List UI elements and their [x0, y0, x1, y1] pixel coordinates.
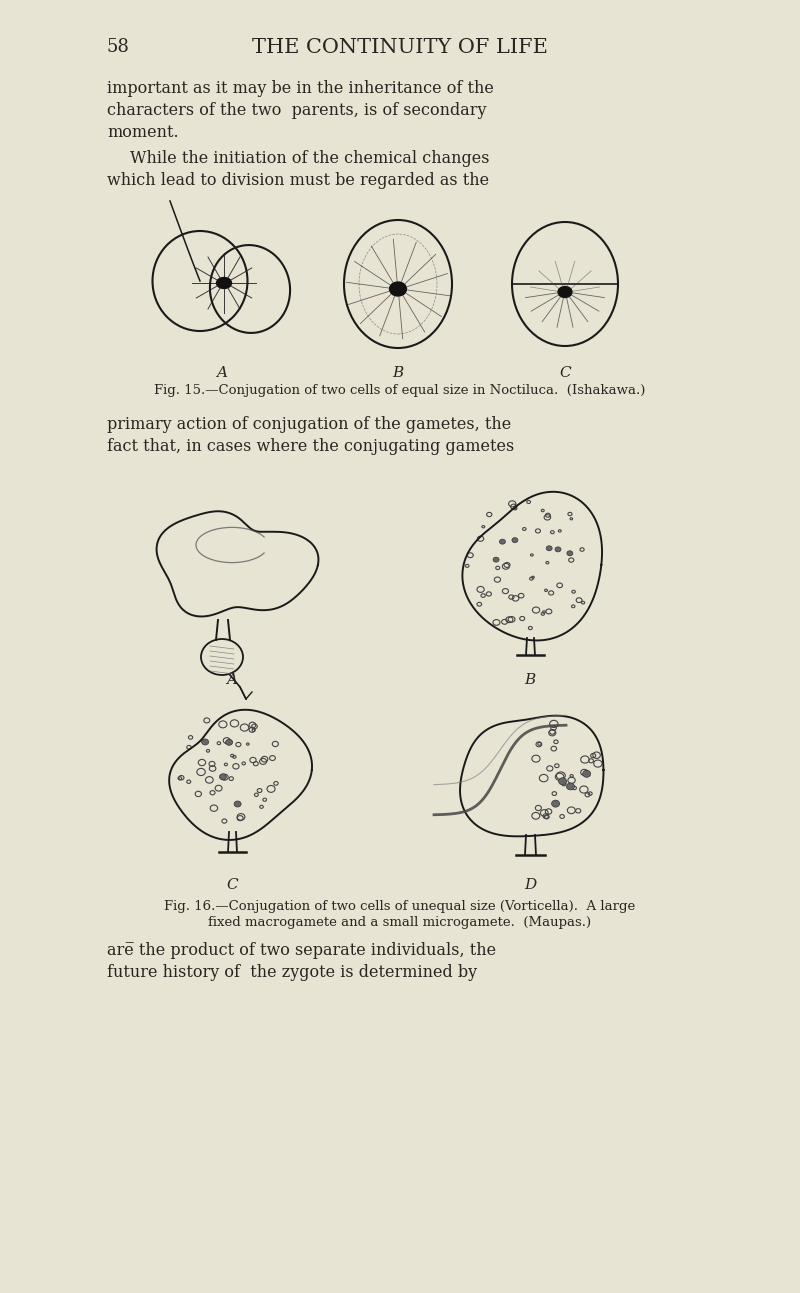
Text: important as it may be in the inheritance of the: important as it may be in the inheritanc… — [107, 80, 494, 97]
Text: moment.: moment. — [107, 124, 178, 141]
Ellipse shape — [566, 782, 574, 790]
Text: A: A — [226, 672, 238, 687]
Text: B: B — [392, 366, 404, 380]
Ellipse shape — [493, 557, 499, 562]
Ellipse shape — [558, 287, 572, 297]
Ellipse shape — [217, 278, 231, 288]
Text: fixed macrogamete and a small microgamete.  (Maupas.): fixed macrogamete and a small microgamet… — [209, 915, 591, 928]
Text: which lead to division must be regarded as the: which lead to division must be regarded … — [107, 172, 489, 189]
Ellipse shape — [234, 800, 241, 807]
Text: are̅ the product of two separate individuals, the: are̅ the product of two separate individ… — [107, 943, 496, 959]
Ellipse shape — [202, 740, 209, 745]
Text: A: A — [217, 366, 227, 380]
Text: primary action of conjugation of the gametes, the: primary action of conjugation of the gam… — [107, 416, 511, 433]
Text: Fig. 16.—Conjugation of two cells of unequal size (Vorticella).  A large: Fig. 16.—Conjugation of two cells of une… — [164, 900, 636, 913]
Ellipse shape — [546, 546, 552, 551]
Text: future history of  the zygote is determined by: future history of the zygote is determin… — [107, 965, 477, 981]
Text: While the initiation of the chemical changes: While the initiation of the chemical cha… — [130, 150, 490, 167]
Ellipse shape — [558, 778, 566, 785]
Text: fact that, in cases where the conjugating gametes: fact that, in cases where the conjugatin… — [107, 438, 514, 455]
Text: Fig. 15.—Conjugation of two cells of equal size in Noctiluca.  (Ishakawa.): Fig. 15.—Conjugation of two cells of equ… — [154, 384, 646, 397]
Ellipse shape — [226, 740, 233, 745]
Ellipse shape — [551, 800, 559, 807]
Text: characters of the two  parents, is of secondary: characters of the two parents, is of sec… — [107, 102, 486, 119]
Text: C: C — [226, 878, 238, 892]
Text: 58: 58 — [107, 37, 130, 56]
Text: D: D — [524, 878, 536, 892]
Ellipse shape — [555, 547, 561, 552]
Ellipse shape — [582, 771, 590, 777]
Ellipse shape — [219, 773, 226, 780]
Text: C: C — [559, 366, 571, 380]
Text: B: B — [524, 672, 536, 687]
Ellipse shape — [512, 538, 518, 543]
Ellipse shape — [499, 539, 506, 544]
Ellipse shape — [390, 282, 406, 296]
Text: THE CONTINUITY OF LIFE: THE CONTINUITY OF LIFE — [252, 37, 548, 57]
Ellipse shape — [567, 551, 573, 556]
